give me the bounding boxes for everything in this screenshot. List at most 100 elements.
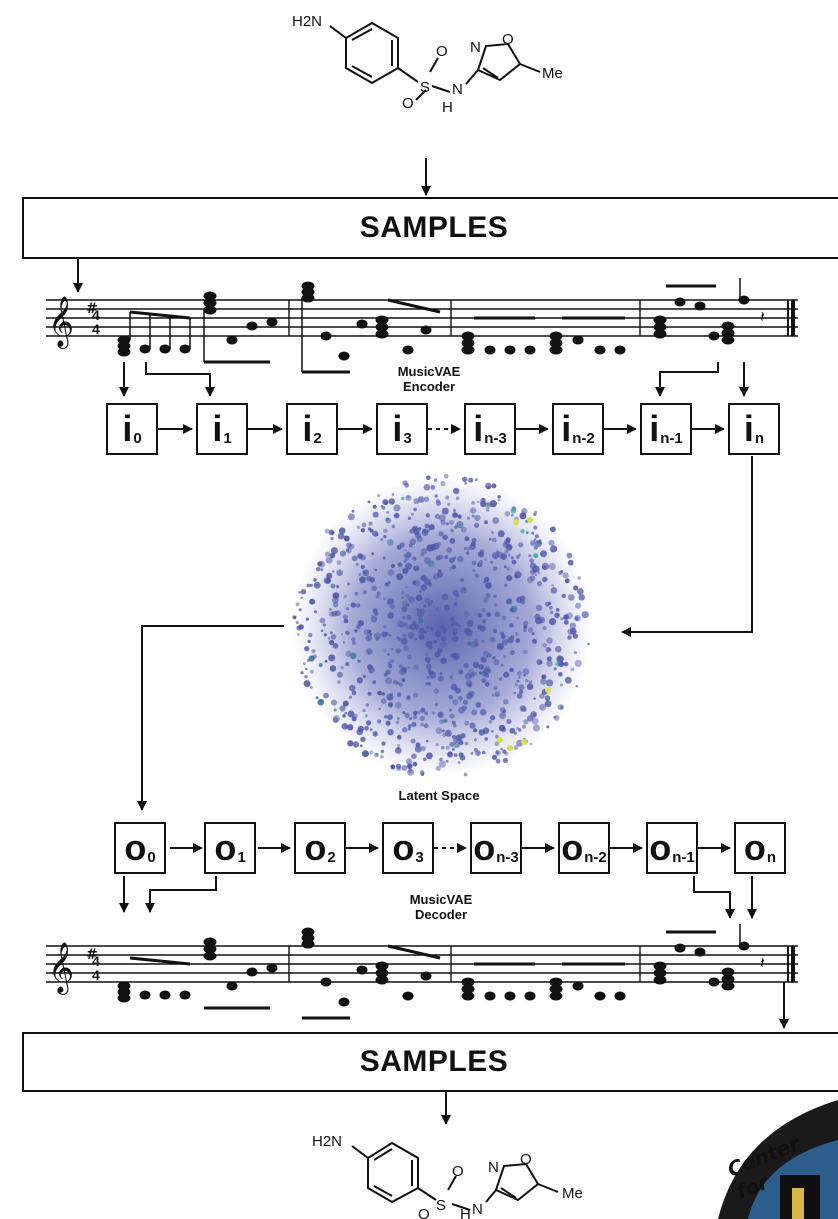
latent-point <box>362 708 366 713</box>
latent-point <box>495 750 501 756</box>
latent-point <box>493 685 498 691</box>
latent-point <box>488 720 493 724</box>
latent-point <box>435 607 440 611</box>
encoder-node-sub: 0 <box>133 430 142 447</box>
latent-point <box>550 545 558 553</box>
latent-point <box>526 683 534 690</box>
latent-point <box>504 511 511 517</box>
latent-point <box>304 675 308 679</box>
latent-point <box>481 678 487 683</box>
latent-point <box>456 521 464 529</box>
latent-point <box>343 618 349 624</box>
latent-point <box>553 716 557 719</box>
latent-point <box>382 597 386 600</box>
latent-point <box>474 642 479 647</box>
latent-point <box>390 648 394 651</box>
latent-point <box>433 639 438 644</box>
latent-point <box>330 536 334 541</box>
latent-point <box>377 690 382 696</box>
latent-point <box>548 539 555 546</box>
svg-text:𝄽: 𝄽 <box>760 953 765 972</box>
svg-text:𝄞: 𝄞 <box>48 296 74 349</box>
latent-point <box>465 629 473 637</box>
latent-point <box>464 741 469 746</box>
latent-point <box>435 630 443 638</box>
latent-point <box>295 620 299 625</box>
latent-point <box>396 766 402 771</box>
latent-point <box>503 671 510 678</box>
latent-point <box>344 711 348 715</box>
latent-point <box>350 602 356 608</box>
latent-point <box>411 512 414 516</box>
latent-point <box>330 699 338 706</box>
latent-point <box>404 555 410 561</box>
latent-point <box>352 741 360 748</box>
latent-point <box>424 656 431 663</box>
latent-point <box>343 703 347 707</box>
encoder-node-main: i <box>743 408 754 449</box>
latent-point <box>354 591 359 596</box>
latent-point <box>383 535 387 539</box>
latent-point <box>484 577 489 583</box>
latent-point <box>458 624 461 628</box>
latent-point <box>386 693 394 701</box>
decoder-node-main: o <box>392 827 415 868</box>
mol-top-o2: O <box>402 95 414 112</box>
latent-point <box>460 586 467 594</box>
latent-point <box>457 555 464 563</box>
latent-point <box>351 637 356 642</box>
latent-point <box>402 633 407 638</box>
latent-point <box>332 643 339 649</box>
latent-point <box>533 538 537 541</box>
latent-point <box>443 718 448 723</box>
latent-point <box>469 543 476 550</box>
latent-point <box>435 727 443 735</box>
encoder-node-in-3: i n-3 <box>464 403 516 455</box>
latent-point <box>555 645 562 653</box>
latent-point <box>428 582 433 587</box>
latent-point <box>441 746 445 750</box>
latent-point <box>423 496 430 502</box>
latent-point <box>471 514 475 518</box>
latent-point <box>386 511 390 514</box>
latent-point <box>506 718 512 725</box>
latent-point <box>441 593 449 601</box>
latent-point <box>429 626 435 632</box>
latent-point <box>382 556 386 560</box>
latent-point <box>328 529 335 536</box>
latent-point <box>453 724 457 728</box>
latent-point <box>416 610 424 618</box>
latent-point <box>514 731 517 735</box>
latent-point <box>351 555 358 562</box>
latent-point <box>497 495 501 499</box>
decoder-caption: MusicVAE Decoder <box>396 892 486 922</box>
latent-point <box>407 695 411 699</box>
latent-point <box>441 729 445 733</box>
latent-point <box>544 695 551 701</box>
latent-point <box>485 482 492 490</box>
latent-point <box>587 642 590 646</box>
mol-top-o1: O <box>436 43 448 60</box>
latent-point <box>449 520 454 525</box>
latent-point <box>347 582 350 586</box>
latent-point <box>462 588 466 591</box>
encoder-caption-line2: Encoder <box>402 379 455 394</box>
latent-point <box>318 560 325 568</box>
latent-point <box>380 755 384 759</box>
latent-point <box>400 637 408 645</box>
latent-point <box>488 538 492 541</box>
latent-point <box>463 547 467 550</box>
latent-point <box>409 538 417 546</box>
latent-point <box>546 660 553 667</box>
latent-point <box>350 652 357 659</box>
latent-point <box>391 493 395 496</box>
latent-point <box>447 502 451 506</box>
latent-point <box>386 539 394 546</box>
latent-point <box>495 734 499 739</box>
latent-point <box>433 688 439 694</box>
latent-point <box>385 720 391 726</box>
latent-point <box>364 752 367 756</box>
latent-point <box>581 611 589 619</box>
latent-point <box>328 639 335 646</box>
